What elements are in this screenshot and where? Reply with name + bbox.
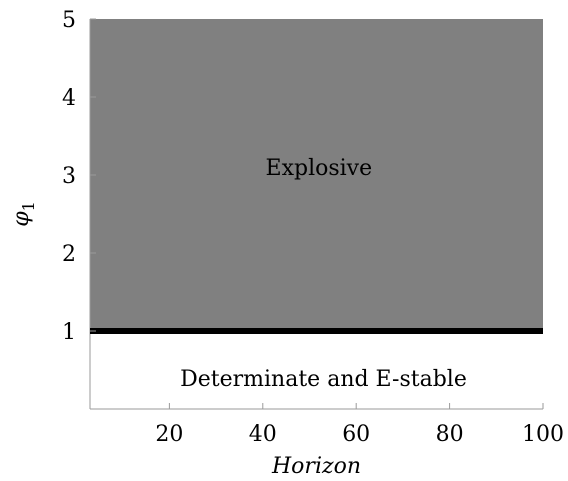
x-tick-label: 40 bbox=[249, 422, 277, 447]
regions-layer bbox=[90, 19, 543, 331]
region-label-determinate-and-e-stable: Determinate and E-stable bbox=[180, 367, 467, 392]
region-explosive bbox=[90, 19, 543, 331]
y-tick-label: 2 bbox=[62, 242, 76, 267]
y-tick-label: 4 bbox=[62, 86, 76, 111]
y-tick-label: 3 bbox=[62, 164, 76, 189]
labels-layer: Explosive Determinate and E-stable bbox=[180, 156, 467, 392]
x-axis-title: Horizon bbox=[271, 454, 361, 479]
x-tick-label: 20 bbox=[155, 422, 183, 447]
y-tick-label: 5 bbox=[62, 8, 76, 33]
y-axis-title-base: φ bbox=[9, 211, 34, 227]
x-tick-label: 100 bbox=[522, 422, 564, 447]
x-tick-label: 80 bbox=[436, 422, 464, 447]
region-label-explosive: Explosive bbox=[266, 156, 373, 181]
y-axis-title-subscript: 1 bbox=[19, 201, 38, 211]
x-tick-label: 60 bbox=[342, 422, 370, 447]
y-tick-label: 1 bbox=[62, 320, 76, 345]
y-axis-title: φ1 bbox=[9, 201, 38, 227]
axes-layer bbox=[89, 19, 543, 410]
ticks-layer: 20 40 60 80 100 1 2 3 4 5 bbox=[62, 8, 564, 447]
